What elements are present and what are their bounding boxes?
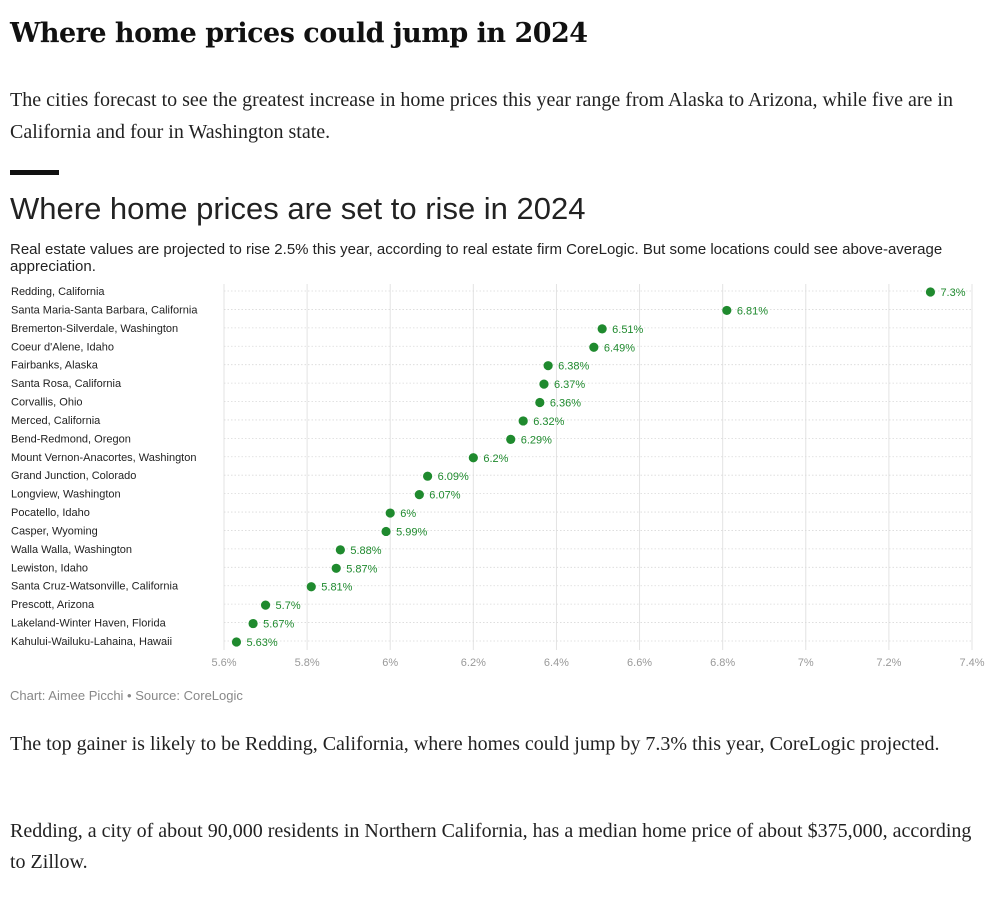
category-label: Corvallis, Ohio	[11, 397, 83, 409]
data-label: 7.3%	[940, 287, 965, 299]
data-point	[381, 526, 391, 537]
data-point	[543, 361, 553, 371]
data-point	[306, 582, 316, 592]
category-label: Santa Maria-Santa Barbara, California	[11, 304, 198, 316]
category-labels: Redding, California Santa Maria-Santa Bar…	[11, 286, 198, 648]
data-point	[722, 305, 732, 316]
data-point	[535, 397, 545, 408]
x-tick-label: 7.2%	[876, 657, 901, 669]
data-label: 6.29%	[521, 434, 552, 446]
data-point	[248, 618, 258, 629]
data-label: 6.36%	[550, 398, 581, 410]
data-point	[331, 563, 341, 573]
data-label: 5.88%	[350, 545, 381, 557]
data-point	[597, 324, 607, 334]
category-label: Grand Junction, Colorado	[11, 470, 136, 482]
x-tick-label: 7.4%	[959, 657, 984, 669]
data-label: 5.87%	[346, 563, 377, 575]
data-points: 7.3% 6.81% 6.51% 6.49% 6.38% 6.37% 6.36% 6.32% 6…	[231, 287, 966, 649]
category-label: Mount Vernon-Anacortes, Washington	[11, 452, 196, 464]
x-tick-label: 5.6%	[211, 657, 236, 669]
data-label: 5.67%	[263, 619, 294, 631]
category-label: Kahului-Wailuku-Lahaina, Hawaii	[11, 636, 172, 648]
data-point	[423, 471, 433, 481]
grid-layer	[223, 284, 973, 650]
data-label: 5.7%	[276, 600, 301, 612]
category-label: Pocatello, Idaho	[11, 507, 90, 519]
chart-credit: Chart: Aimee Picchi • Source: CoreLogic	[10, 688, 243, 703]
category-label: Merced, California	[11, 415, 101, 427]
data-point	[518, 416, 528, 426]
x-tick-label: 5.8%	[295, 657, 320, 669]
data-label: 6.09%	[438, 471, 469, 483]
data-point	[335, 545, 345, 555]
x-axis-ticks: 5.6% 5.8% 6% 6.2% 6.4% 6.6% 6.8% 7% 7.2% 7.4%	[211, 657, 984, 669]
category-label: Redding, California	[11, 286, 105, 298]
article-headline: Where home prices could jump in 2024	[10, 18, 588, 49]
data-label: 6.07%	[429, 490, 460, 502]
category-label: Walla Walla, Washington	[11, 544, 132, 556]
x-tick-label: 6.4%	[544, 657, 569, 669]
data-label: 6.37%	[554, 379, 585, 391]
category-label: Casper, Wyoming	[11, 525, 98, 537]
category-label: Fairbanks, Alaska	[11, 360, 99, 372]
data-label: 6.51%	[612, 324, 643, 336]
data-label: 5.63%	[246, 637, 277, 649]
category-label: Longview, Washington	[11, 489, 121, 501]
data-point	[468, 453, 478, 463]
x-tick-label: 6.2%	[461, 657, 486, 669]
data-point	[231, 637, 242, 647]
data-label: 5.99%	[396, 526, 427, 538]
article-intro: The cities forecast to see the greatest …	[10, 89, 953, 143]
category-label: Coeur d'Alene, Idaho	[11, 341, 114, 353]
data-label: 5.81%	[321, 582, 352, 594]
x-tick-label: 6.6%	[627, 657, 652, 669]
dot-plot-chart: Redding, California Santa Maria-Santa Bar…	[11, 284, 985, 669]
data-label: 6%	[400, 508, 416, 520]
x-tick-label: 7%	[798, 657, 814, 669]
category-label: Lewiston, Idaho	[11, 562, 88, 574]
x-tick-label: 6%	[382, 657, 398, 669]
category-label: Bend-Redmond, Oregon	[11, 433, 131, 445]
chart-title: Where home prices are set to rise in 202…	[10, 191, 586, 226]
section-divider	[10, 170, 59, 175]
data-point	[539, 379, 549, 389]
category-label: Lakeland-Winter Haven, Florida	[11, 618, 167, 630]
category-label: Bremerton-Silverdale, Washington	[11, 323, 178, 335]
data-label: 6.49%	[604, 342, 635, 354]
data-point	[385, 508, 395, 518]
category-label: Prescott, Arizona	[11, 599, 95, 611]
category-label: Santa Cruz-Watsonville, California	[11, 581, 179, 593]
data-point	[506, 434, 516, 444]
data-point	[260, 600, 271, 610]
data-label: 6.81%	[737, 305, 768, 317]
article-paragraph: Redding, a city of about 90,000 resident…	[10, 820, 972, 873]
data-point	[589, 342, 599, 352]
data-point	[925, 287, 936, 297]
category-label: Santa Rosa, California	[11, 378, 122, 390]
data-label: 6.38%	[558, 361, 589, 373]
x-tick-label: 6.8%	[710, 657, 735, 669]
data-label: 6.32%	[533, 416, 564, 428]
data-label: 6.2%	[483, 453, 508, 465]
article-paragraph: The top gainer is likely to be Redding, …	[10, 733, 940, 755]
chart-subtitle: Real estate values are projected to rise…	[10, 241, 943, 275]
data-point	[414, 490, 424, 500]
